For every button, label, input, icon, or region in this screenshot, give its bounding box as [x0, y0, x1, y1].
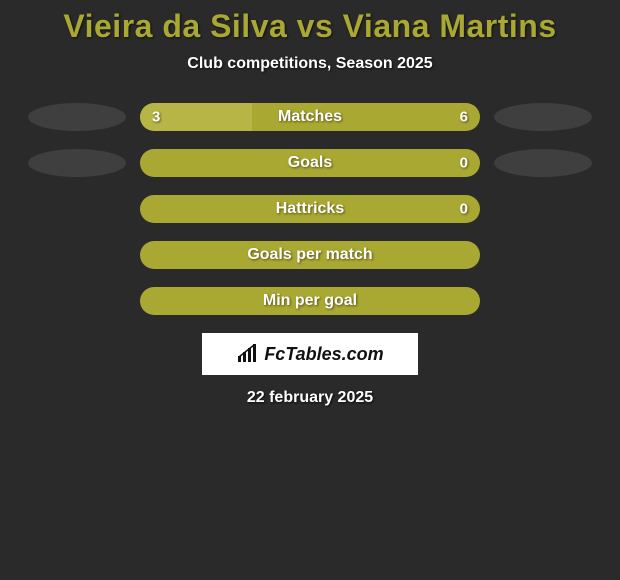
subtitle: Club competitions, Season 2025 [0, 55, 620, 73]
stat-label: Goals per match [140, 246, 480, 264]
stat-row: Hattricks0 [0, 195, 620, 223]
stat-value-right: 6 [460, 109, 468, 126]
stat-bar: Goals0 [140, 149, 480, 177]
stats-area: Matches36Goals0Hattricks0Goals per match… [0, 103, 620, 315]
player-left-marker [28, 103, 126, 131]
player-right-marker [494, 149, 592, 177]
stat-row: Min per goal [0, 287, 620, 315]
stat-bar: Min per goal [140, 287, 480, 315]
stat-value-right: 0 [460, 201, 468, 218]
stat-value-left: 3 [152, 109, 160, 126]
stat-bar: Goals per match [140, 241, 480, 269]
player-right-marker [494, 103, 592, 131]
comparison-card: Vieira da Silva vs Viana Martins Club co… [0, 0, 620, 580]
stat-label: Goals [140, 154, 480, 172]
stat-label: Matches [140, 108, 480, 126]
stat-bar: Matches3 6 [140, 103, 480, 131]
stat-row: Goals per match [0, 241, 620, 269]
stat-row: Goals0 [0, 149, 620, 177]
logo-box: FcTables.com [202, 333, 418, 375]
stat-value-right: 0 [460, 155, 468, 172]
footer-date: 22 february 2025 [0, 389, 620, 407]
stat-label: Min per goal [140, 292, 480, 310]
player-left-marker [28, 149, 126, 177]
stat-bar: Hattricks0 [140, 195, 480, 223]
logo-text: FcTables.com [264, 344, 383, 365]
stat-row: Matches3 6 [0, 103, 620, 131]
page-title: Vieira da Silva vs Viana Martins [0, 8, 620, 45]
stat-label: Hattricks [140, 200, 480, 218]
chart-bars-icon [236, 344, 260, 364]
